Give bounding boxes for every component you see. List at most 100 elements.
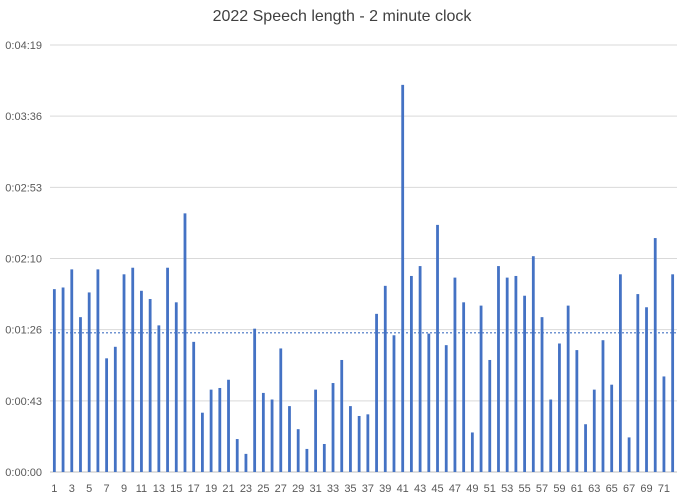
bar-71 [653, 238, 657, 472]
bar-17 [192, 341, 196, 472]
bar-27 [279, 348, 283, 472]
x-tick-label: 55 [518, 483, 530, 495]
bar-31 [314, 389, 318, 472]
x-tick-label: 57 [536, 483, 548, 495]
x-tick-label: 37 [362, 483, 374, 495]
bar-3 [70, 269, 74, 472]
bar-50 [470, 432, 474, 472]
bar-68 [627, 437, 631, 472]
bar-73 [671, 274, 675, 472]
y-tick-label: 0:00:43 [5, 396, 42, 408]
bar-39 [375, 313, 378, 472]
x-tick-label: 7 [104, 483, 110, 495]
x-tick-label: 59 [553, 483, 565, 495]
bar-62 [575, 350, 579, 472]
bar-53 [497, 266, 500, 472]
bar-41 [392, 335, 396, 472]
x-tick-label: 63 [588, 483, 600, 495]
bar-19 [209, 389, 213, 472]
x-tick-label: 61 [571, 483, 583, 495]
bar-36 [349, 406, 352, 472]
x-tick-label: 25 [257, 483, 269, 495]
bar-2 [61, 287, 65, 472]
bar-38 [366, 414, 370, 472]
x-tick-label: 51 [484, 483, 496, 495]
bar-25 [261, 392, 265, 472]
x-tick-label: 35 [344, 483, 356, 495]
x-tick-label: 1 [51, 483, 57, 495]
bar-46 [436, 224, 439, 472]
bar-60 [558, 343, 561, 472]
x-tick-label: 53 [501, 483, 513, 495]
bar-54 [505, 277, 509, 472]
bar-52 [488, 359, 492, 472]
x-tick-label: 65 [606, 483, 618, 495]
bar-16 [183, 213, 187, 472]
bar-58 [540, 317, 544, 472]
x-tick-label: 71 [658, 483, 670, 495]
x-tick-label: 31 [309, 483, 321, 495]
y-tick-label: 0:01:26 [5, 325, 42, 337]
bar-10 [131, 267, 135, 472]
bar-63 [584, 424, 587, 472]
bar-21 [227, 379, 230, 472]
bar-61 [566, 305, 570, 472]
bar-22 [235, 439, 239, 472]
bar-66 [610, 384, 614, 472]
bar-33 [331, 383, 335, 472]
x-tick-label: 13 [153, 483, 165, 495]
bar-47 [444, 345, 448, 472]
bar-7 [105, 358, 109, 472]
x-tick-label: 19 [205, 483, 217, 495]
bar-5 [87, 292, 91, 472]
bar-12 [148, 299, 152, 472]
bar-8 [113, 346, 117, 472]
y-tick-label: 0:03:36 [5, 111, 42, 123]
y-tick-label: 0:00:00 [5, 467, 42, 479]
bar-11 [140, 290, 143, 472]
bar-49 [462, 302, 466, 472]
bar-6 [96, 269, 100, 472]
bar-37 [357, 415, 361, 472]
bar-1 [52, 289, 56, 472]
x-tick-label: 23 [240, 483, 252, 495]
x-tick-label: 49 [466, 483, 478, 495]
x-tick-label: 3 [69, 483, 75, 495]
bar-35 [340, 359, 344, 472]
bar-14 [166, 267, 169, 472]
x-tick-label: 33 [327, 483, 339, 495]
bar-32 [322, 443, 326, 472]
x-tick-label: 21 [222, 483, 234, 495]
x-tick-label: 69 [640, 483, 652, 495]
bar-40 [383, 285, 387, 472]
bar-55 [514, 275, 518, 472]
x-tick-label: 43 [414, 483, 426, 495]
bar-70 [645, 307, 648, 472]
bar-69 [636, 294, 640, 472]
bar-13 [157, 325, 161, 472]
x-tick-label: 41 [397, 483, 409, 495]
y-tick-label: 0:02:10 [5, 254, 42, 266]
x-tick-label: 29 [292, 483, 304, 495]
bar-18 [200, 412, 204, 472]
bar-28 [288, 406, 291, 472]
bar-48 [453, 277, 457, 472]
bar-26 [270, 399, 274, 472]
bar-43 [409, 275, 413, 472]
bar-24 [253, 328, 257, 472]
bar-30 [305, 448, 309, 472]
bar-64 [592, 389, 596, 472]
bar-9 [122, 274, 126, 472]
bar-42 [401, 84, 405, 472]
bar-23 [244, 453, 248, 472]
bar-56 [523, 295, 527, 472]
x-tick-label: 67 [623, 483, 635, 495]
chart-title: 2022 Speech length - 2 minute clock [212, 8, 472, 25]
bar-67 [618, 274, 622, 472]
bar-65 [601, 340, 605, 472]
bar-4 [79, 317, 82, 472]
x-tick-label: 15 [170, 483, 182, 495]
x-tick-label: 5 [86, 483, 92, 495]
